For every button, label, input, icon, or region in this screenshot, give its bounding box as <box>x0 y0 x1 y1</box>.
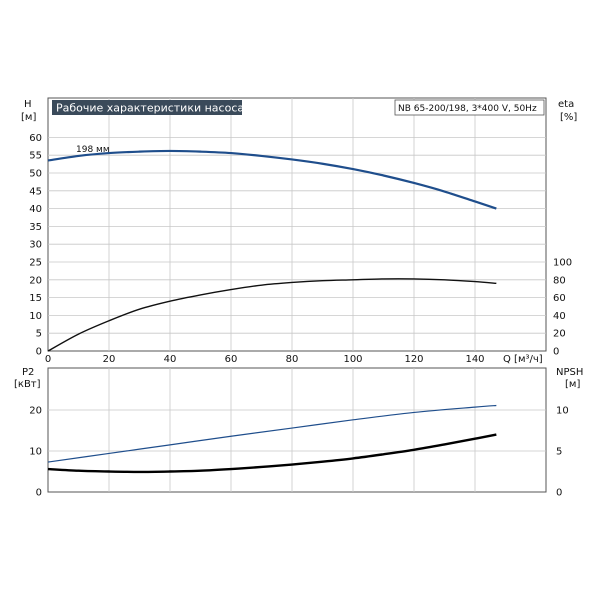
y-right-tick-label-top: 100 <box>553 258 572 269</box>
title-box <box>52 100 242 115</box>
y-left-tick-label-top: 0 <box>36 347 42 358</box>
y-right-label-bottom: NPSH <box>556 367 583 378</box>
bottom-plot-frame <box>47 367 547 493</box>
y-right-tick-label-top: 60 <box>553 293 566 304</box>
y-right-tick-label-top: 80 <box>553 275 566 286</box>
y-left-tick-label-top: 15 <box>29 293 42 304</box>
y-left-tick-label-top: 55 <box>29 151 42 162</box>
y-right-label-top: eta <box>558 99 574 110</box>
x-tick-label: 80 <box>286 354 299 365</box>
y-left-tick-label-top: 60 <box>29 133 42 144</box>
x-tick-label: 40 <box>164 354 177 365</box>
y-left-tick-label-top: 5 <box>36 329 42 340</box>
y-right-tick-label-top: 20 <box>553 329 566 340</box>
series-layer <box>47 149 497 474</box>
efficiency-curve-line <box>47 278 497 352</box>
y-right-unit-bottom: [м] <box>565 379 580 390</box>
chart-subtitle: NB 65-200/198, 3*400 V, 50Hz <box>398 104 537 114</box>
y-left-tick-label-top: 35 <box>29 222 42 233</box>
bottom-grid <box>48 368 546 492</box>
y-left-tick-label-bottom: 10 <box>29 447 42 458</box>
y-right-tick-label-top: 0 <box>553 347 559 358</box>
y-left-tick-label-top: 20 <box>29 275 42 286</box>
y-right-tick-label-bottom: 0 <box>556 488 562 499</box>
x-tick-label: 120 <box>404 354 423 365</box>
x-tick-label: 100 <box>343 354 362 365</box>
y-left-tick-label-bottom: 0 <box>36 488 42 499</box>
y-left-tick-label-top: 30 <box>29 240 42 251</box>
x-axis-label: Q [м³/ч] <box>503 354 543 365</box>
chart-title: Рабочие характеристики насоса <box>56 102 244 115</box>
impeller-annotation: 198 мм <box>76 145 110 155</box>
y-left-tick-label-bottom: 20 <box>29 406 42 417</box>
y-left-unit-bottom: [кВт] <box>14 379 41 390</box>
y-left-label-bottom: P2 <box>22 367 34 378</box>
subtitle-box <box>394 99 545 116</box>
x-tick-label: 20 <box>103 354 116 365</box>
x-tick-label: 60 <box>225 354 238 365</box>
npsh-curve-line <box>47 433 497 474</box>
y-left-tick-label-top: 50 <box>29 169 42 180</box>
y-left-tick-label-top: 40 <box>29 204 42 215</box>
y-left-label-top: H <box>24 99 32 110</box>
y-right-tick-label-bottom: 10 <box>556 406 569 417</box>
y-left-tick-label-top: 10 <box>29 311 42 322</box>
tick-labels: 0 20 40 60 80 100 120 1400510152025303540455055… <box>29 133 572 499</box>
top-grid <box>48 98 546 351</box>
y-left-tick-label-top: 45 <box>29 186 42 197</box>
head-curve-line <box>47 149 497 210</box>
y-left-tick-label-top: 25 <box>29 258 42 269</box>
x-tick-label: 0 <box>45 354 51 365</box>
power-curve-line <box>47 404 497 463</box>
y-right-unit-top: [%] <box>560 112 577 123</box>
y-right-tick-label-top: 40 <box>553 311 566 322</box>
top-plot-frame <box>47 97 547 352</box>
x-tick-label: 140 <box>465 354 484 365</box>
y-left-unit-top: [м] <box>21 112 36 123</box>
y-right-tick-label-bottom: 5 <box>556 447 562 458</box>
